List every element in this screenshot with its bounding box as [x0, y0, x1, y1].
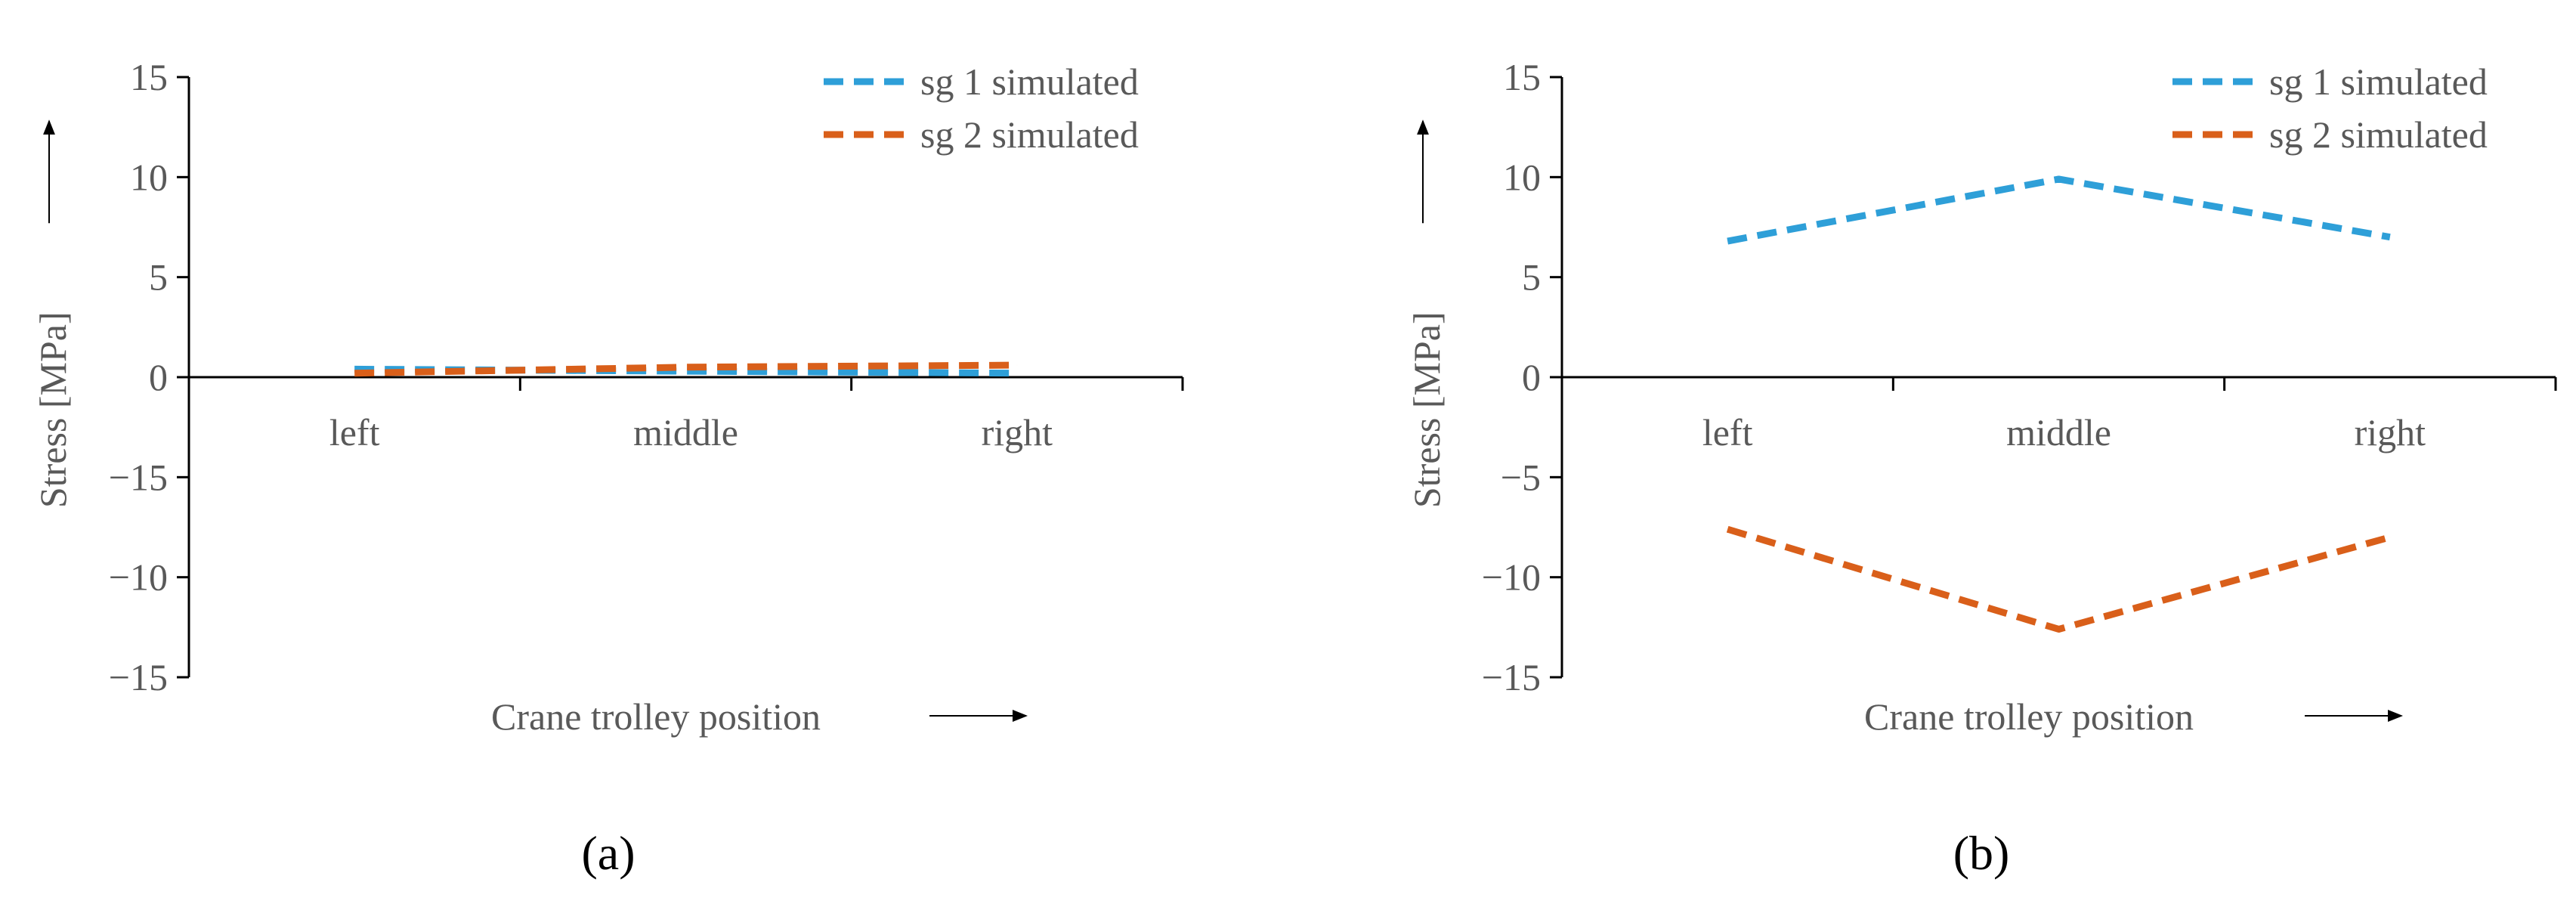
y-axis-title: Stress [MPa]: [32, 311, 74, 508]
x-tick-label-right: right: [982, 411, 1053, 454]
y-tick-label: −15: [1482, 656, 1541, 698]
y-tick-label: 15: [1503, 56, 1541, 98]
y-tick-label: 5: [1522, 256, 1541, 299]
y-tick-label: −10: [1482, 556, 1541, 599]
y-tick-label: −5: [1501, 456, 1541, 498]
y-tick-label: −15: [109, 456, 168, 498]
y-tick-label: 0: [1522, 356, 1541, 398]
series-line-sg1: [1727, 175, 2391, 245]
x-axis-title: Crane trolley position: [491, 695, 821, 738]
series-line-sg2: [1726, 525, 2392, 633]
series-line-sg2: [354, 361, 1017, 377]
data-point-sg1-right: [2389, 237, 2391, 238]
data-point-sg1-middle: [2058, 178, 2060, 180]
legend-label-sg2: sg 2 simulated: [2269, 113, 2488, 156]
y-tick-label: −15: [109, 656, 168, 698]
y-tick-label: 15: [130, 56, 168, 98]
y-tick-label: −10: [109, 556, 168, 599]
data-point-sg2-middle: [2058, 628, 2060, 630]
data-point-sg2-left: [354, 373, 355, 374]
data-point-sg2-left: [1727, 528, 1728, 530]
x-tick-label-right: right: [2355, 411, 2426, 454]
y-axis-title: Stress [MPa]: [1406, 311, 1448, 508]
x-tick-label-middle: middle: [633, 411, 738, 454]
panel-label: (b): [1953, 826, 2010, 880]
chart-panel-b: 15 10 5 0 −5 −10 −15 left middle right Stress [MPa…: [1406, 56, 2557, 880]
y-tick-label: 5: [149, 256, 168, 299]
data-point-sg2-right: [1016, 364, 1018, 366]
y-tick-label: 0: [149, 356, 168, 398]
data-point-sg2-middle: [685, 367, 687, 368]
x-tick-label-left: left: [1702, 411, 1753, 454]
x-tick-label-middle: middle: [2006, 411, 2111, 454]
panel-label: (a): [581, 826, 635, 880]
legend-label-sg1: sg 1 simulated: [920, 60, 1139, 103]
y-tick-label: 10: [1503, 156, 1541, 198]
data-point-sg1-middle: [685, 370, 687, 372]
legend-label-sg1: sg 1 simulated: [2269, 60, 2488, 103]
chart-panel-a: 15 10 5 0 −15 −10 −15 left middle right Stress [MP…: [32, 56, 1184, 880]
data-point-sg1-left: [354, 368, 355, 370]
data-point-sg2-right: [2389, 537, 2391, 538]
legend-label-sg2: sg 2 simulated: [920, 113, 1139, 156]
x-axis-title: Crane trolley position: [1864, 695, 2194, 738]
data-point-sg1-right: [1016, 373, 1018, 374]
x-tick-label-left: left: [329, 411, 380, 454]
series-line-sg1: [354, 365, 1017, 377]
y-tick-label: 10: [130, 156, 168, 198]
data-point-sg1-left: [1727, 240, 1728, 242]
